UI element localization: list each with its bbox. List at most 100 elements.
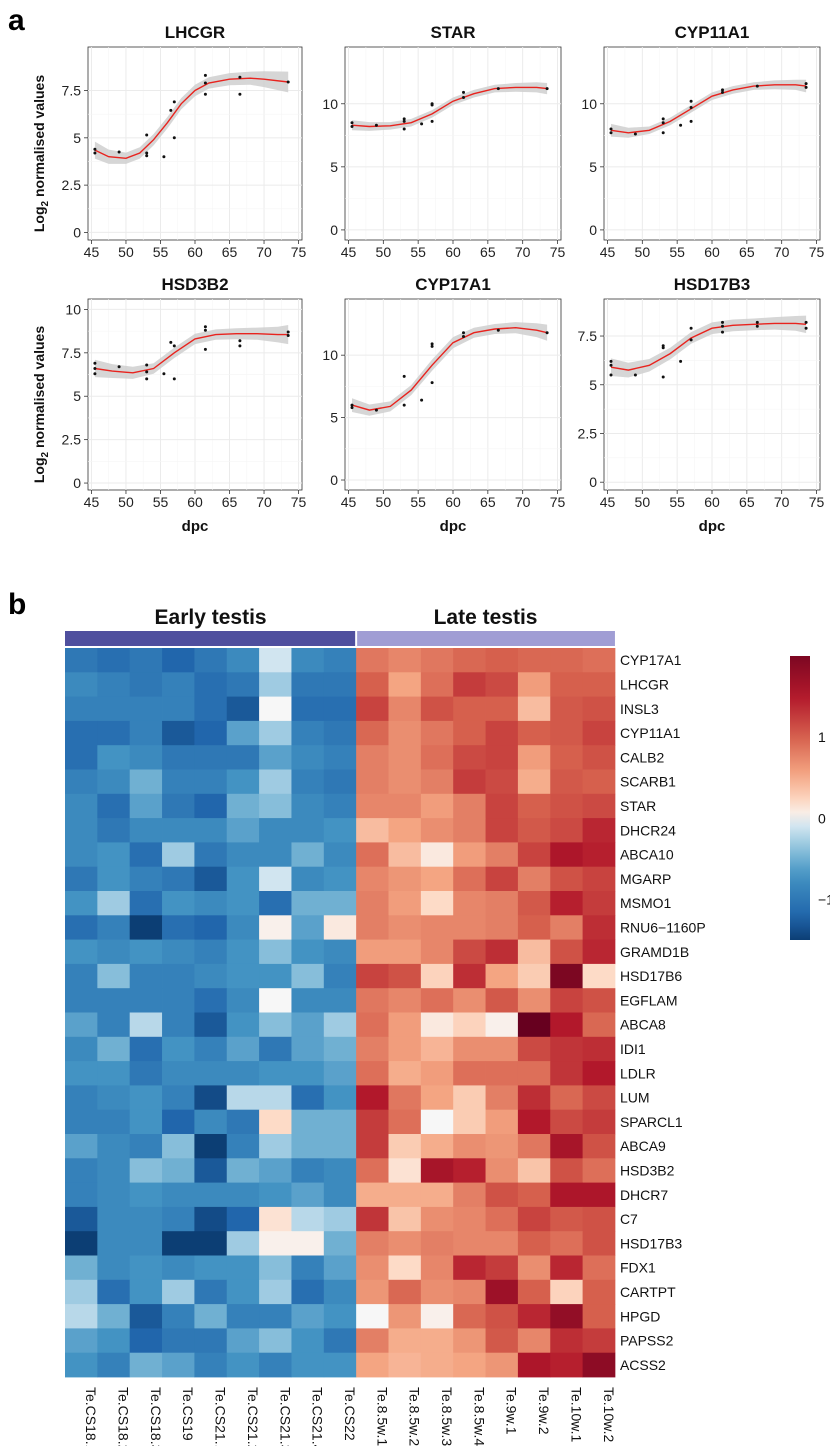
heatmap-cell <box>583 842 616 867</box>
row-label: RNU6−1160P <box>620 919 706 935</box>
heatmap-cell <box>453 1304 486 1329</box>
y-tick-label: 5 <box>73 388 81 404</box>
heatmap-cell <box>453 1231 486 1256</box>
heatmap-cell <box>97 964 130 989</box>
column-label: Te.10w.1 <box>568 1387 584 1442</box>
heatmap-cell <box>227 1013 260 1038</box>
heatmap-cell <box>421 697 454 722</box>
data-point <box>145 364 148 367</box>
heatmap-cell <box>518 770 551 795</box>
heatmap-cell <box>227 964 260 989</box>
data-point <box>145 377 148 380</box>
x-tick-label: 45 <box>341 244 357 260</box>
heatmap-cell <box>583 648 616 673</box>
heatmap-cell <box>389 1207 422 1232</box>
heatmap-cell <box>65 1110 98 1135</box>
data-point <box>238 339 241 342</box>
heatmap-cell <box>486 891 519 916</box>
row-label: EGFLAM <box>620 992 678 1008</box>
heatmap-cell <box>97 721 130 746</box>
heatmap-cell <box>550 1280 583 1305</box>
heatmap-cell <box>227 721 260 746</box>
heatmap-cell <box>550 721 583 746</box>
heatmap-cell <box>583 1256 616 1281</box>
heatmap-cell <box>97 1353 130 1378</box>
heatmap-cell <box>162 1353 195 1378</box>
heatmap-cell <box>421 794 454 819</box>
heatmap-cell <box>130 697 163 722</box>
x-tick-label: 70 <box>774 244 790 260</box>
heatmap-cell <box>194 867 227 892</box>
heatmap-cell <box>389 745 422 770</box>
heatmap-cell <box>389 1110 422 1135</box>
heatmap-cell <box>486 867 519 892</box>
plot-title: LHCGR <box>165 23 225 42</box>
heatmap-cell <box>65 721 98 746</box>
heatmap-cell <box>97 940 130 965</box>
heatmap-cell <box>486 1085 519 1110</box>
heatmap-cell <box>291 915 324 940</box>
row-label: C7 <box>620 1211 638 1227</box>
heatmap-cell <box>65 1231 98 1256</box>
heatmap-cell <box>65 1158 98 1183</box>
heatmap-cell <box>389 1256 422 1281</box>
heatmap-cell <box>389 842 422 867</box>
heatmap-cell <box>550 891 583 916</box>
heatmap-cell <box>194 794 227 819</box>
heatmap-cell <box>162 988 195 1013</box>
heatmap-cell <box>453 988 486 1013</box>
heatmap-cell <box>486 988 519 1013</box>
data-point <box>118 151 121 154</box>
heatmap-cell <box>486 721 519 746</box>
row-label: ACSS2 <box>620 1357 666 1373</box>
scatter-plot-1: 45 50 55 60 65 70 75 0 2.5 5 7.5 LHCGR Log2 normalis… <box>31 23 307 260</box>
y-tick-label: 10 <box>322 347 338 363</box>
heatmap-cell <box>453 1110 486 1135</box>
data-point <box>721 321 724 324</box>
heatmap-cell <box>259 1353 292 1378</box>
heatmap-cell <box>583 1207 616 1232</box>
row-label: STAR <box>620 798 656 814</box>
y-tick-label: 5 <box>589 159 597 175</box>
heatmap-cell <box>291 1061 324 1086</box>
y-tick-label: 2.5 <box>62 177 82 193</box>
heatmap-cell <box>130 1158 163 1183</box>
heatmap-cell <box>162 1085 195 1110</box>
heatmap-cell <box>356 1061 389 1086</box>
x-tick-label: 45 <box>84 244 100 260</box>
heatmap-cell <box>65 1280 98 1305</box>
heatmap-cell <box>259 867 292 892</box>
heatmap-cell <box>291 1134 324 1159</box>
heatmap-cell <box>97 745 130 770</box>
heatmap-cell <box>421 940 454 965</box>
heatmap-cell <box>518 721 551 746</box>
heatmap-cell <box>97 1328 130 1353</box>
heatmap-cell <box>130 1207 163 1232</box>
heatmap-cell <box>486 1061 519 1086</box>
heatmap-cell <box>227 745 260 770</box>
heatmap-cell <box>389 891 422 916</box>
heatmap-cell <box>324 745 357 770</box>
heatmap-cell <box>259 697 292 722</box>
data-point <box>690 100 693 103</box>
data-point <box>93 152 96 155</box>
heatmap-cell <box>453 1013 486 1038</box>
heatmap-cell <box>291 1085 324 1110</box>
heatmap-cell <box>389 1353 422 1378</box>
data-point <box>169 109 172 112</box>
heatmap-cell <box>389 770 422 795</box>
heatmap-cell <box>356 1085 389 1110</box>
heatmap-cell <box>453 721 486 746</box>
x-tick-label: 60 <box>187 494 203 510</box>
row-label: DHCR7 <box>620 1187 668 1203</box>
x-tick-label: 75 <box>291 244 307 260</box>
column-label: Te.CS18.2 <box>116 1387 132 1446</box>
heatmap-cell <box>259 1207 292 1232</box>
data-point <box>634 374 637 377</box>
heatmap-cell <box>518 988 551 1013</box>
heatmap-cell <box>97 842 130 867</box>
group-bar-late <box>357 631 615 646</box>
x-tick-label: 65 <box>480 494 496 510</box>
heatmap-cell <box>583 745 616 770</box>
heatmap-cell <box>97 1256 130 1281</box>
